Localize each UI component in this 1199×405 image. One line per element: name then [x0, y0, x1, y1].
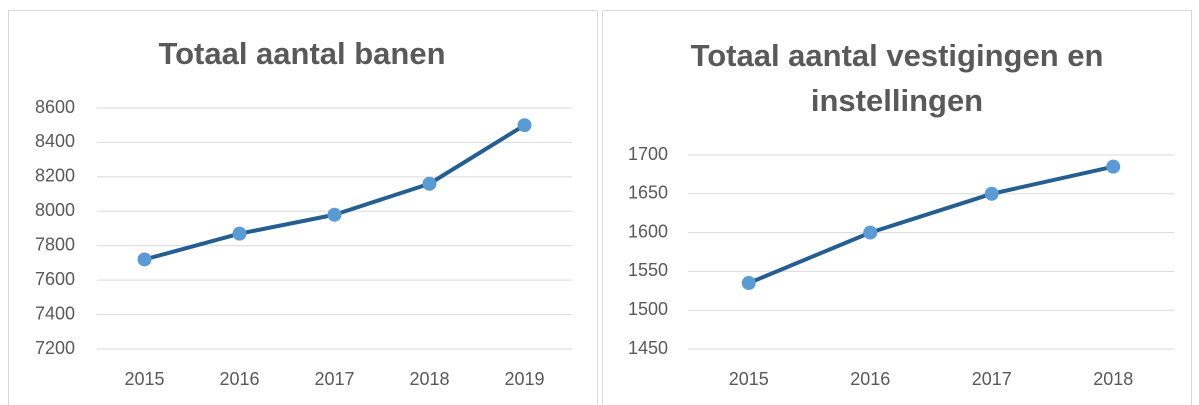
y-tick-label: 8200 — [35, 166, 75, 186]
chart-title: Totaal aantal vestigingen en instellinge… — [690, 38, 1104, 118]
x-tick-label: 2015 — [729, 369, 769, 389]
x-tick-label: 2015 — [124, 369, 164, 389]
marker — [422, 176, 437, 191]
y-tick-label: 7400 — [35, 303, 75, 323]
x-tick-label: 2017 — [314, 369, 354, 389]
y-tick-label: 7600 — [35, 269, 75, 289]
marker — [984, 186, 999, 201]
marker — [1106, 159, 1121, 174]
marker — [232, 226, 247, 241]
x-tick-label: 2016 — [850, 369, 890, 389]
y-tick-label: 1550 — [628, 260, 668, 280]
x-tick-label: 2018 — [1093, 369, 1133, 389]
y-tick-label: 7200 — [35, 338, 75, 358]
series-line — [747, 164, 1114, 285]
marker — [327, 207, 342, 222]
y-tick-label: 1650 — [628, 183, 668, 203]
chart-title: Totaal aantal banen — [158, 36, 446, 71]
x-tick-label: 2019 — [504, 369, 544, 389]
y-tick-label: 1500 — [628, 299, 668, 319]
x-tick-label: 2018 — [409, 369, 449, 389]
x-tick-label: 2017 — [972, 369, 1012, 389]
x-tick-label: 2016 — [219, 369, 259, 389]
y-tick-label: 1700 — [628, 144, 668, 164]
marker — [863, 225, 878, 240]
y-tick-label: 8000 — [35, 200, 75, 220]
y-tick-label: 7800 — [35, 234, 75, 254]
chart-panel — [8, 10, 598, 405]
y-tick-label: 1600 — [628, 221, 668, 241]
y-tick-label: 1450 — [628, 338, 668, 358]
y-tick-label: 8400 — [35, 131, 75, 151]
series-line — [143, 123, 526, 262]
marker — [137, 252, 152, 267]
marker — [517, 118, 532, 133]
marker — [741, 276, 756, 291]
chart-panel — [602, 10, 1192, 405]
y-tick-label: 8600 — [35, 97, 75, 117]
